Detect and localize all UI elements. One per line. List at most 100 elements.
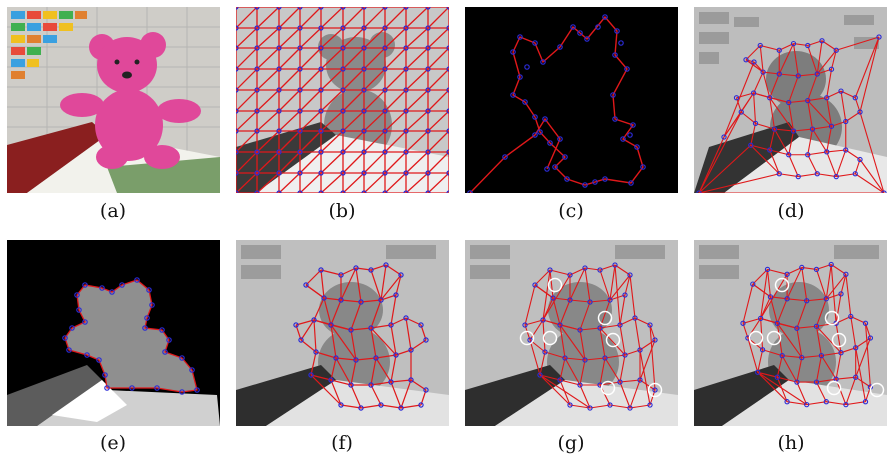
mesh-vertex [297, 190, 303, 193]
caption-f: (f) [331, 432, 353, 454]
mesh-vertex [542, 116, 548, 122]
mesh-vertex [838, 88, 844, 94]
mesh-edge [350, 301, 362, 331]
mesh-vertex [353, 265, 359, 271]
mesh-edge [405, 7, 429, 29]
mesh-vertex [102, 372, 108, 378]
mesh-vertex [843, 271, 849, 277]
mesh-edge [769, 73, 780, 98]
mesh-edge [807, 100, 814, 130]
mesh-edge [539, 374, 571, 406]
mesh-vertex [852, 171, 858, 177]
mesh-vertex [867, 335, 874, 341]
mesh-edge [360, 404, 382, 409]
mesh-vertex [582, 357, 588, 363]
mesh-vertex [254, 149, 260, 155]
mesh-edge [320, 47, 344, 70]
mesh-edge [826, 97, 833, 127]
mesh-edge [753, 92, 789, 104]
mesh-edge [370, 327, 397, 356]
mesh-edge [549, 269, 571, 276]
mesh-edge [427, 89, 449, 112]
adaptive-triangle-mesh-image [694, 7, 887, 193]
caption-a: (a) [99, 200, 127, 222]
mesh-vertex [308, 372, 314, 378]
mesh-vertex [297, 149, 303, 155]
mesh-edge [278, 89, 301, 112]
mesh-edge [619, 324, 626, 356]
mesh-edge [796, 325, 817, 329]
mesh-edge [370, 384, 382, 406]
mesh-vertex [254, 108, 260, 114]
mesh-vertex [297, 66, 303, 72]
mesh-vertex [838, 350, 844, 356]
mesh-edge [816, 381, 827, 402]
mesh-vertex [833, 173, 839, 180]
mesh-edge [649, 324, 656, 391]
mesh-edge [845, 377, 857, 405]
mesh-edge [256, 89, 280, 112]
mesh-edge [788, 100, 808, 104]
mesh-vertex [236, 45, 239, 51]
mesh-vertex [612, 116, 618, 122]
mesh-edge [330, 299, 342, 326]
mesh-vertex [425, 108, 431, 114]
mesh-edge [299, 7, 322, 29]
mesh-edge [801, 267, 808, 301]
mesh-vertex [776, 171, 782, 177]
mesh-edge [745, 59, 755, 63]
mesh-edge [619, 354, 626, 383]
mesh-vertex [647, 322, 653, 328]
mesh-vertex [254, 87, 260, 93]
mesh-vertex [446, 128, 449, 134]
mesh-edge [629, 379, 641, 409]
mesh-edge [787, 401, 807, 406]
mesh-edge [859, 36, 880, 113]
mesh-edge [410, 379, 427, 391]
mesh-edge [604, 354, 626, 359]
mesh-vertex [425, 190, 431, 193]
mesh-vertex [382, 128, 388, 134]
mesh-edge [855, 376, 871, 388]
mesh-edge [405, 89, 429, 112]
mesh-edge [806, 298, 827, 302]
mesh-vertex [809, 126, 816, 132]
mesh-edge [542, 274, 571, 321]
mesh-edge [840, 91, 847, 122]
mesh-vertex [318, 170, 324, 176]
mesh-vertex [348, 382, 354, 388]
mesh-vertex [634, 144, 640, 150]
mesh-edge [845, 111, 861, 122]
mesh-edge [342, 7, 365, 29]
mesh-vertex [318, 128, 324, 134]
mesh-edge [815, 355, 822, 383]
mesh-vertex [618, 40, 624, 46]
mesh-vertex [318, 7, 324, 10]
mesh-edge [723, 61, 755, 138]
mesh-edge [753, 92, 757, 124]
mesh-edge [569, 267, 586, 301]
mesh-vertex [804, 298, 810, 304]
mesh-vertex [96, 357, 102, 363]
mesh-vertex [189, 367, 195, 373]
mesh-vertex [794, 325, 800, 331]
highlight-circle [869, 382, 885, 398]
mesh-edge [529, 319, 544, 341]
mesh-vertex [743, 57, 749, 63]
mesh-edge [350, 329, 357, 361]
mesh-edge [330, 379, 342, 406]
mesh-edge [796, 300, 808, 329]
mesh-vertex [382, 108, 388, 114]
mesh-edge [786, 266, 803, 275]
mesh-edge [539, 374, 591, 409]
mesh-vertex [353, 357, 359, 363]
mesh-edge [740, 111, 756, 124]
mesh-vertex [378, 402, 384, 408]
mesh-vertex [254, 7, 260, 10]
mesh-vertex [82, 319, 88, 325]
mesh-vertex [338, 402, 344, 408]
mesh-vertex [622, 292, 628, 298]
mesh-edge [742, 283, 754, 324]
mesh-edge [723, 92, 755, 138]
mesh-edge [340, 267, 357, 276]
